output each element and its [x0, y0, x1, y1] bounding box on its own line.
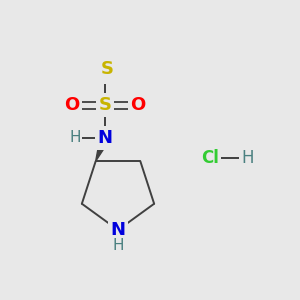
Text: H: H — [242, 149, 254, 167]
Text: H: H — [69, 130, 81, 146]
Text: H: H — [112, 238, 124, 253]
Text: O: O — [130, 96, 146, 114]
Polygon shape — [96, 136, 110, 161]
Text: S: S — [98, 96, 112, 114]
Text: Cl: Cl — [201, 149, 219, 167]
Text: N: N — [98, 129, 112, 147]
Text: S: S — [100, 60, 113, 78]
Text: N: N — [110, 221, 125, 239]
Text: S: S — [98, 63, 112, 81]
Text: O: O — [64, 96, 80, 114]
